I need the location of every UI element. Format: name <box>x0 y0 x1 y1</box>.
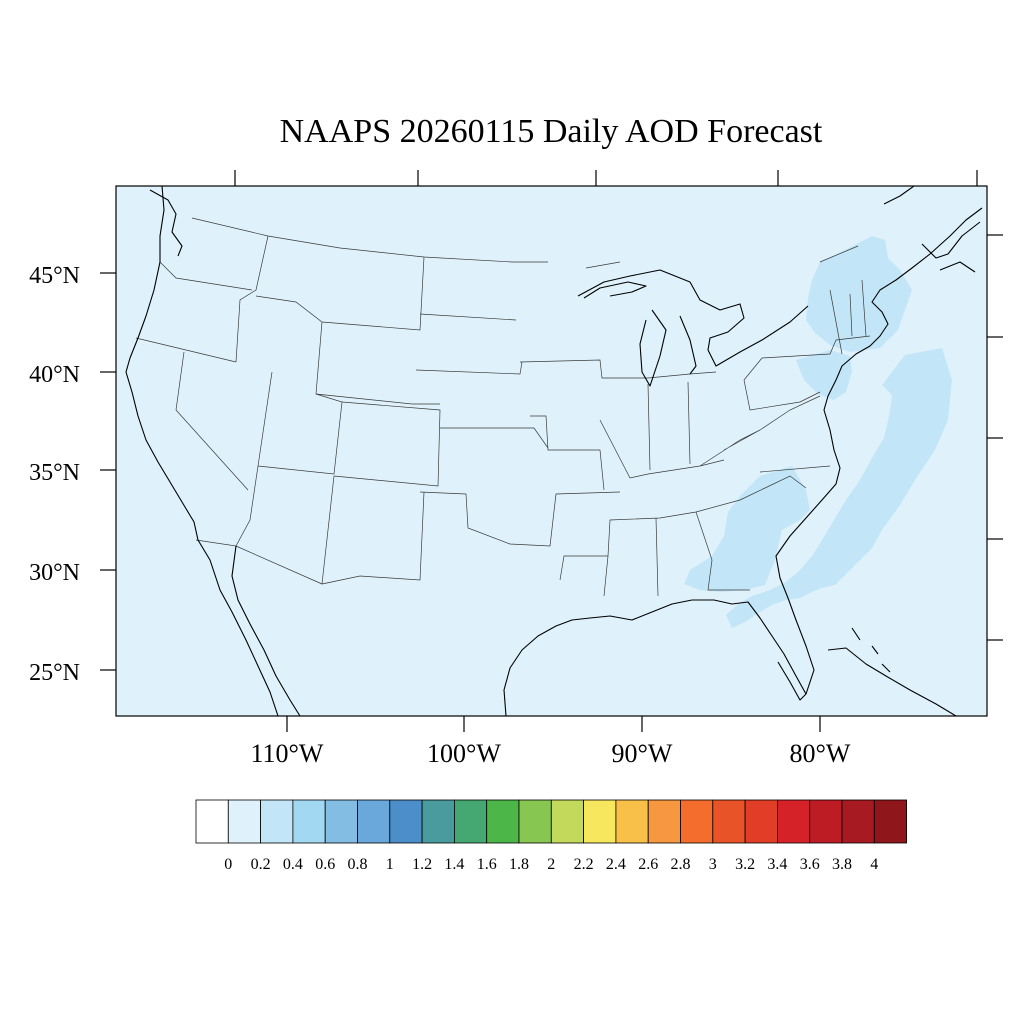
colorbar-label: 3.4 <box>767 856 787 873</box>
baja-gulf-coast <box>231 545 301 716</box>
cuba-coast <box>827 647 957 716</box>
coastlines <box>125 186 983 716</box>
colorbar-label: 3.8 <box>832 856 852 873</box>
axis-ticks <box>100 170 1003 732</box>
colorbar-swatch <box>195 799 229 844</box>
longitude-label: 90°W <box>612 739 673 768</box>
utah-nevada-border <box>257 371 343 475</box>
colorbar-label: 0.2 <box>251 856 271 873</box>
latitude-label: 30°N <box>29 560 80 586</box>
gulf-coast <box>503 599 807 716</box>
colorbar-swatch <box>647 799 681 844</box>
longitude-label: 100°W <box>427 739 501 768</box>
map-panel <box>115 185 988 717</box>
colorbar-swatch <box>873 799 907 844</box>
aod-plume <box>684 236 952 628</box>
puget-sound <box>149 189 183 257</box>
colorbar-swatch <box>421 799 455 844</box>
idaho-border <box>235 235 269 363</box>
arizona-border <box>195 465 259 547</box>
latitude-label: 25°N <box>29 660 80 686</box>
colorbar-label: 3.6 <box>800 856 820 873</box>
colorado-border <box>333 401 441 487</box>
colorbar-swatch <box>777 799 811 844</box>
colorbar-label: 1.8 <box>509 856 529 873</box>
canadian-maritime-coast <box>883 186 981 273</box>
map-title: NAAPS 20260115 Daily AOD Forecast <box>280 113 823 150</box>
colorbar-label: 2.2 <box>574 856 594 873</box>
canada-border <box>191 217 859 269</box>
colorbar-label: 2.4 <box>606 856 626 873</box>
aod-plume-atlantic <box>726 348 952 628</box>
oregon-california-border <box>135 337 249 491</box>
washington-oregon-border <box>159 261 253 291</box>
latitude-label: 35°N <box>29 460 80 486</box>
colorbar-label: 3 <box>709 856 717 873</box>
bahamas-coast <box>851 627 891 673</box>
state-boundaries <box>135 217 871 597</box>
map-frame <box>115 185 988 717</box>
colorbar-label: 2.6 <box>638 856 658 873</box>
colorbar-swatch <box>453 799 488 844</box>
colorbar-label: 0.6 <box>315 856 335 873</box>
dakotas-border <box>415 313 523 375</box>
latitude-labels: 45°N 40°N 35°N 30°N 25°N <box>29 263 80 686</box>
colorbar-swatch <box>744 799 778 844</box>
colorbar-swatch <box>712 799 746 844</box>
colorbar-swatch <box>615 799 649 844</box>
northeast-borders <box>743 279 871 381</box>
colorbar-label: 0.8 <box>348 856 368 873</box>
colorbar-label: 0 <box>224 856 232 873</box>
colorbar-label: 2.8 <box>671 856 691 873</box>
colorbar-swatch <box>260 799 294 844</box>
colorbar-label: 1.2 <box>412 856 432 873</box>
longitude-labels: 110°W 100°W 90°W 80°W <box>251 739 851 768</box>
aod-plume-midatlantic <box>796 350 852 400</box>
new-mexico-border <box>235 475 425 585</box>
aod-plume-southeast <box>684 466 810 592</box>
colorbar-swatch <box>680 799 714 844</box>
colorbar-swatch <box>841 799 875 844</box>
colorbar-swatch <box>583 799 617 844</box>
colorbar-swatch <box>227 799 262 844</box>
pacific-coast <box>125 186 279 716</box>
colorbar-swatch <box>550 799 584 844</box>
colorbar-label: 3.2 <box>735 856 755 873</box>
longitude-label: 80°W <box>790 739 851 768</box>
atlantic-coast <box>775 207 983 695</box>
aod-plume-northeast <box>806 236 912 352</box>
longitude-label: 110°W <box>251 739 324 768</box>
colorbar-swatch <box>486 799 520 844</box>
appalachian-borders <box>699 379 821 467</box>
southeast-borders <box>603 465 831 597</box>
colorbar-label: 4 <box>870 856 878 873</box>
colorbar-label: 1.6 <box>477 856 497 873</box>
latitude-label: 40°N <box>29 362 80 388</box>
latitude-label: 45°N <box>29 263 80 289</box>
great-lakes <box>577 269 809 387</box>
oklahoma-texas-border <box>419 491 621 547</box>
colorbar-swatch <box>389 799 423 844</box>
colorbar-swatch <box>292 799 326 844</box>
colorbar-label: 1 <box>386 856 394 873</box>
colorbar-label: 0.4 <box>283 856 303 873</box>
lake-superior <box>583 281 647 299</box>
colorbar-swatch <box>809 799 843 844</box>
nebraska-kansas-border <box>412 403 549 449</box>
colorbar-label: 1.4 <box>444 856 464 873</box>
midwest-borders <box>519 359 741 581</box>
colorbar-label: 2 <box>547 856 555 873</box>
colorbar-swatch <box>518 799 552 844</box>
colorbar: 0 0.2 0.4 0.6 0.8 1 1.2 1.4 1.6 1.8 2 2.2 2.4 2.6 2.8 3… <box>195 799 907 873</box>
colorbar-swatch <box>324 799 358 844</box>
colorbar-swatch <box>357 799 391 844</box>
